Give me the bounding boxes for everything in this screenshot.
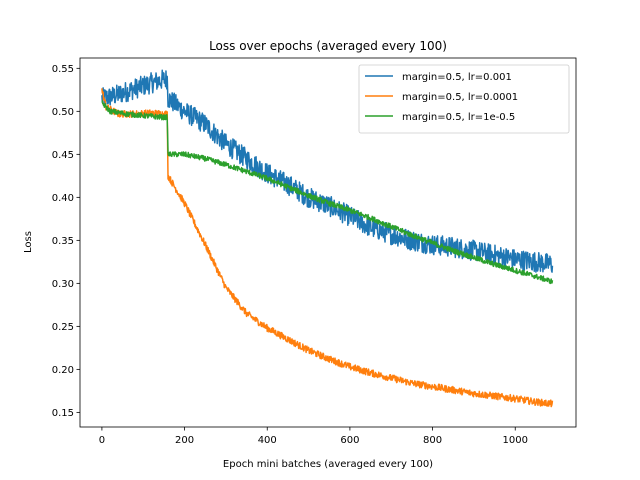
legend-label: margin=0.5, lr=0.0001: [402, 92, 518, 103]
y-tick-label: 0.25: [52, 322, 74, 333]
x-tick-label: 800: [423, 435, 442, 446]
x-tick-label: 200: [175, 435, 194, 446]
y-axis-title: Loss: [23, 231, 34, 253]
series-layer: [101, 69, 554, 408]
chart-title: Loss over epochs (averaged every 100): [209, 39, 447, 53]
y-tick-label: 0.45: [52, 150, 74, 161]
legend: margin=0.5, lr=0.001 margin=0.5, lr=0.000…: [358, 64, 570, 134]
x-tick-label: 0: [99, 435, 105, 446]
series-line-3: [101, 100, 554, 285]
x-axis-title: Epoch mini batches (averaged every 100): [223, 459, 433, 470]
y-tick-label: 0.40: [52, 193, 74, 204]
x-tick-label: 400: [258, 435, 277, 446]
y-tick-label: 0.15: [52, 408, 74, 419]
legend-box: [358, 64, 570, 134]
x-tick-label: 1000: [503, 435, 528, 446]
y-tick-label: 0.55: [52, 64, 74, 75]
x-axis: 0 200 400 600 800 1000: [99, 427, 528, 446]
legend-label: margin=0.5, lr=0.001: [402, 72, 512, 83]
legend-label: margin=0.5, lr=1e-0.5: [402, 112, 515, 123]
x-tick-label: 600: [340, 435, 359, 446]
y-tick-label: 0.35: [52, 236, 74, 247]
series-line-2: [101, 88, 554, 408]
y-tick-label: 0.50: [52, 107, 74, 118]
plot-frame: [79, 57, 577, 428]
y-tick-label: 0.30: [52, 279, 74, 290]
y-tick-label: 0.20: [52, 365, 74, 376]
y-axis: 0.15 0.20 0.25 0.30 0.35 0.40 0.45 0.50 0.55: [52, 64, 80, 419]
